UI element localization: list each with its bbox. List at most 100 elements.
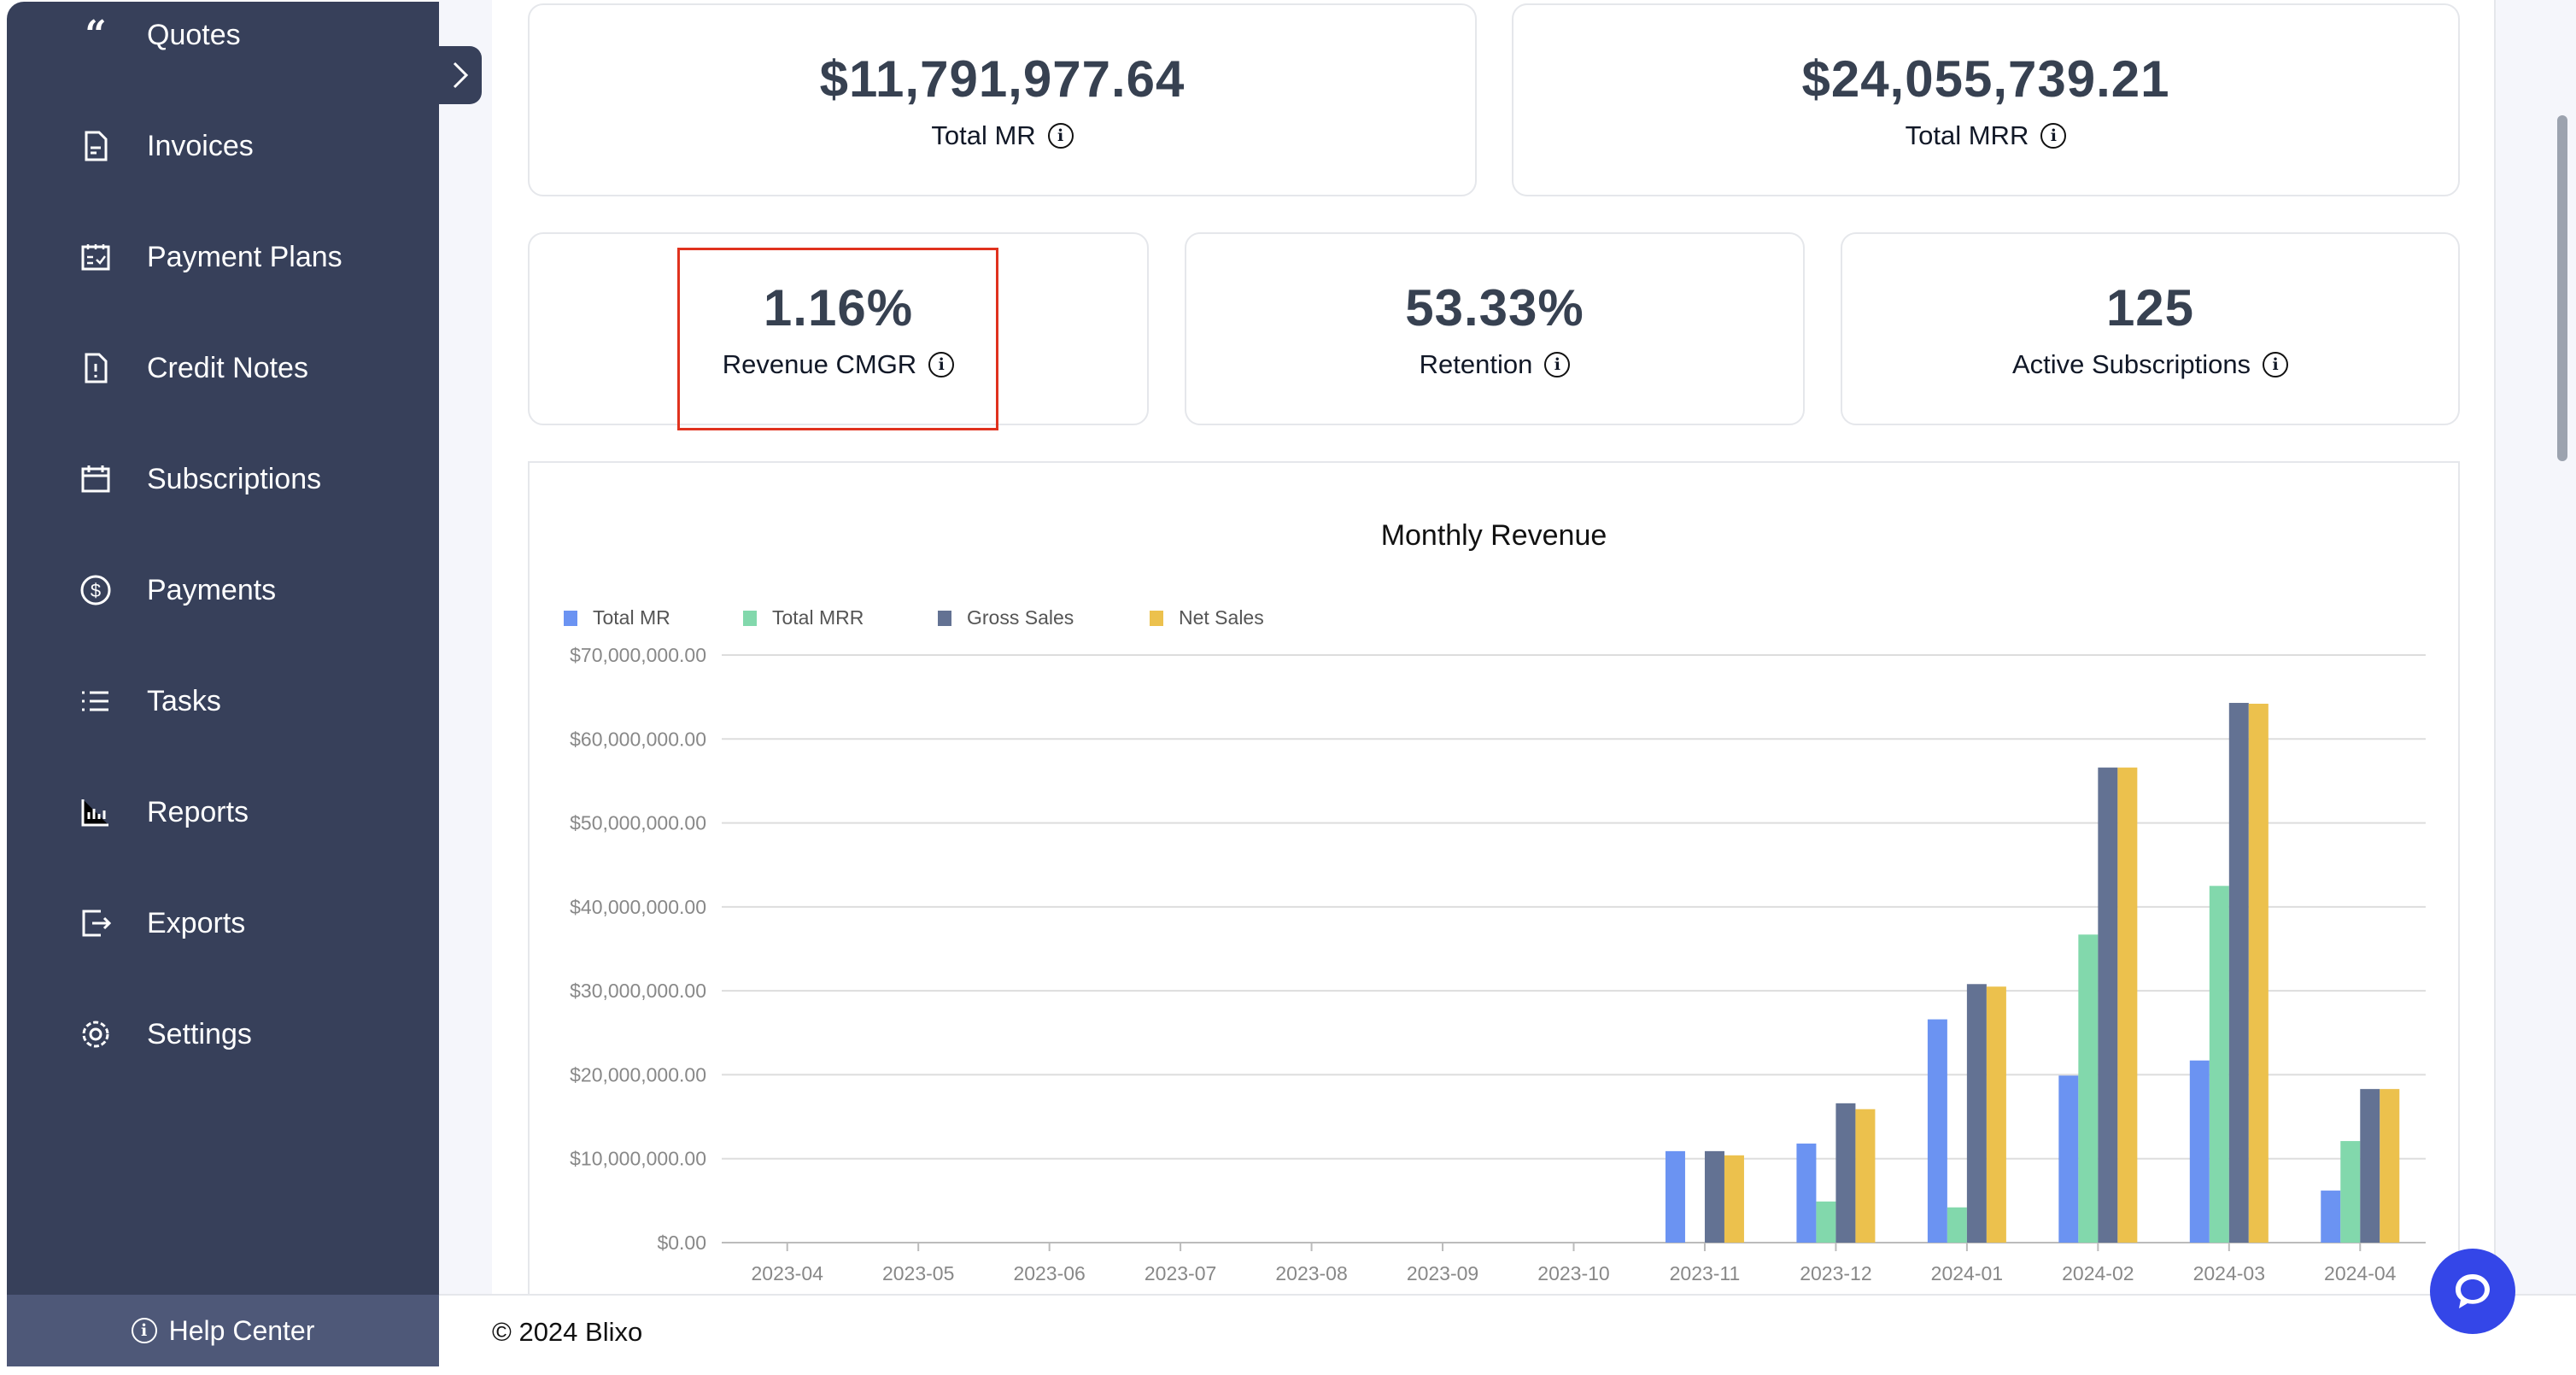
- bar-total-mrr: [1816, 1201, 1836, 1243]
- sidebar-item-payment-plans[interactable]: Payment Plans: [7, 214, 439, 300]
- svg-text:“: “: [85, 18, 106, 52]
- sidebar-item-label: Payments: [147, 573, 277, 606]
- x-tick-label: 2024-01: [1931, 1262, 2003, 1284]
- stat-value: 53.33%: [1405, 279, 1584, 336]
- bar-chart: $0.00 $10,000,000.00 $20,000,000.00 $30,000…: [570, 644, 2426, 1284]
- y-tick-label: $30,000,000.00: [570, 980, 706, 1002]
- sidebar-item-label: Credit Notes: [147, 351, 308, 384]
- stat-value: 1.16%: [763, 279, 914, 336]
- bar-total-mrr: [2078, 934, 2099, 1243]
- sidebar-toggle-button[interactable]: [439, 46, 482, 104]
- bar-chart-icon: [79, 795, 113, 829]
- y-tick-label: $10,000,000.00: [570, 1148, 706, 1170]
- x-tick-label: 2023-09: [1407, 1262, 1478, 1284]
- info-icon[interactable]: i: [2263, 352, 2289, 377]
- sidebar-item-quotes[interactable]: “ Quotes: [7, 0, 439, 78]
- help-center-button[interactable]: i Help Center: [7, 1295, 439, 1366]
- x-tick-label: 2023-10: [1537, 1262, 1609, 1284]
- x-tick-label: 2024-04: [2324, 1262, 2397, 1284]
- sidebar: “ Quotes Invoices Payment Plans Credit Notes…: [7, 2, 439, 1366]
- sidebar-item-payments[interactable]: $ Payments: [7, 547, 439, 633]
- gear-icon: [79, 1017, 113, 1051]
- calendar-icon: [79, 462, 113, 496]
- scrollbar[interactable]: [2557, 115, 2567, 461]
- y-tick-label: $20,000,000.00: [570, 1063, 706, 1085]
- chat-button[interactable]: [2430, 1249, 2515, 1334]
- bar-net-sales: [1855, 1109, 1876, 1243]
- chat-bubble-icon: [2456, 1274, 2490, 1308]
- x-tick-label: 2023-06: [1013, 1262, 1085, 1284]
- legend-swatch: [743, 610, 757, 626]
- stat-label: Retention: [1419, 349, 1533, 379]
- legend-item[interactable]: Gross Sales: [938, 606, 1074, 629]
- bar-net-sales: [1986, 986, 2006, 1243]
- legend-item[interactable]: Total MR: [564, 606, 670, 629]
- svg-text:$: $: [91, 580, 101, 601]
- bar-net-sales: [2117, 767, 2138, 1243]
- bar-gross-sales: [1835, 1103, 1856, 1243]
- stat-value: $11,791,977.64: [819, 50, 1186, 108]
- help-center-label: Help Center: [168, 1314, 315, 1346]
- calendar-check-icon: [79, 240, 113, 274]
- list-icon: [79, 684, 113, 718]
- highlight-box: [677, 248, 998, 430]
- bar-total-mrr: [1947, 1207, 1967, 1243]
- sidebar-item-tasks[interactable]: Tasks: [7, 658, 439, 744]
- bar-net-sales: [2248, 704, 2269, 1243]
- sidebar-item-label: Subscriptions: [147, 462, 322, 495]
- sidebar-item-label: Quotes: [147, 18, 241, 51]
- info-icon[interactable]: i: [928, 352, 955, 377]
- bar-gross-sales: [1704, 1150, 1724, 1243]
- sidebar-item-credit-notes[interactable]: Credit Notes: [7, 325, 439, 411]
- bar-total-mrr: [2340, 1141, 2361, 1243]
- sidebar-item-settings[interactable]: Settings: [7, 992, 439, 1077]
- dollar-circle-icon: $: [79, 573, 113, 607]
- copyright: © 2024 Blixo: [492, 1317, 643, 1347]
- info-icon[interactable]: i: [1047, 123, 1074, 149]
- legend-swatch: [938, 610, 951, 626]
- x-tick-label: 2023-05: [882, 1262, 954, 1284]
- legend-swatch: [1150, 610, 1163, 626]
- bar-gross-sales: [2098, 767, 2118, 1243]
- bar-total-mr: [1665, 1150, 1685, 1243]
- monthly-revenue-chart-card: Monthly Revenue Total MR Total MRR Gross S…: [528, 461, 2460, 1298]
- stat-value: $24,055,739.21: [1801, 50, 2170, 108]
- sidebar-item-label: Settings: [147, 1017, 252, 1050]
- chevron-right-icon: [453, 61, 469, 89]
- sidebar-item-label: Invoices: [147, 129, 254, 162]
- bar-total-mrr: [2209, 886, 2229, 1243]
- info-icon[interactable]: i: [1544, 352, 1571, 377]
- bar-gross-sales: [2228, 703, 2249, 1243]
- stat-label: Total MRR: [1905, 120, 2029, 150]
- legend-item[interactable]: Total MRR: [743, 606, 864, 629]
- stat-card-active-subscriptions: 125 Active Subscriptions i: [1841, 232, 2460, 425]
- x-tick-label: 2024-02: [2062, 1262, 2134, 1284]
- x-tick-label: 2023-07: [1145, 1262, 1216, 1284]
- bar-net-sales: [1724, 1155, 1744, 1243]
- export-icon: [79, 906, 113, 940]
- legend-label: Gross Sales: [967, 606, 1074, 629]
- sidebar-item-exports[interactable]: Exports: [7, 881, 439, 966]
- sidebar-item-label: Exports: [147, 906, 246, 939]
- info-icon: i: [131, 1318, 157, 1343]
- sidebar-item-invoices[interactable]: Invoices: [7, 103, 439, 189]
- x-tick-label: 2023-12: [1800, 1262, 1871, 1284]
- legend-label: Total MR: [593, 606, 670, 629]
- sidebar-item-label: Payment Plans: [147, 240, 342, 273]
- sidebar-item-reports[interactable]: Reports: [7, 769, 439, 855]
- sidebar-item-label: Tasks: [147, 684, 221, 717]
- info-icon[interactable]: i: [2040, 123, 2067, 149]
- stat-label: Active Subscriptions: [2011, 349, 2251, 379]
- footer: © 2024 Blixo: [439, 1294, 2576, 1366]
- quote-icon: “: [79, 18, 113, 52]
- y-tick-label: $0.00: [657, 1232, 706, 1254]
- legend-swatch: [564, 610, 577, 626]
- stat-card-retention: 53.33% Retention i: [1185, 232, 1805, 425]
- bar-total-mr: [1927, 1019, 1947, 1243]
- legend-item[interactable]: Net Sales: [1150, 606, 1264, 629]
- y-tick-label: $40,000,000.00: [570, 896, 706, 918]
- stat-card-total-mr: $11,791,977.64 Total MR i: [528, 3, 1477, 196]
- sidebar-item-subscriptions[interactable]: Subscriptions: [7, 436, 439, 522]
- document-alert-icon: [79, 351, 113, 385]
- bar-total-mr: [2058, 1075, 2079, 1243]
